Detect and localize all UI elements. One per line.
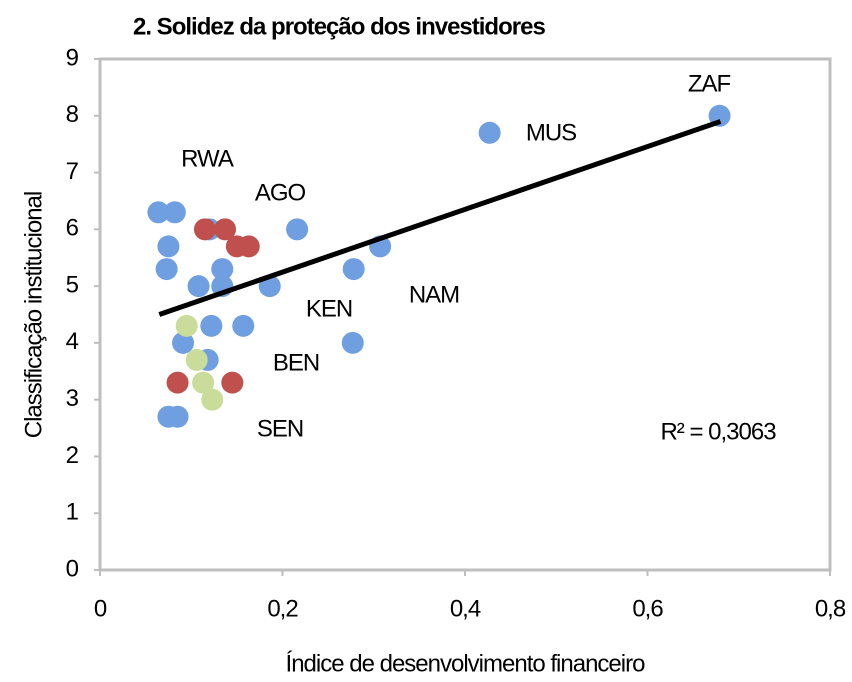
annotation: MUS: [526, 119, 576, 146]
y-tick-label: 3: [66, 385, 79, 412]
chart-title: 2. Solidez da proteção dos investidores: [133, 13, 545, 40]
point: [166, 371, 189, 394]
x-tick-label: 0,2: [267, 595, 298, 622]
y-tick-label: 2: [66, 442, 79, 469]
y-tick-label: 7: [66, 158, 79, 185]
point: [286, 218, 309, 241]
point: [185, 348, 208, 371]
point: [237, 235, 260, 258]
point: [221, 371, 244, 394]
point: [175, 314, 198, 337]
x-tick-label: 0,6: [632, 595, 663, 622]
x-axis-label: Índice de desenvolvimento financeiro: [286, 650, 646, 677]
point: [163, 201, 186, 224]
y-tick-label: 6: [66, 215, 79, 242]
annotation: KEN: [306, 295, 352, 322]
point: [342, 258, 365, 281]
point: [200, 314, 223, 337]
point: [166, 405, 189, 428]
annotation: AGO: [255, 179, 306, 206]
annotation: NAM: [409, 281, 459, 308]
y-tick-label: 9: [66, 44, 79, 71]
point: [201, 388, 224, 411]
y-tick-label: 1: [66, 499, 79, 526]
plot-frame: [98, 57, 832, 572]
point: [232, 314, 255, 337]
x-tick-label: 0: [94, 595, 107, 622]
point: [211, 258, 234, 281]
y-tick-label: 4: [66, 328, 79, 355]
annotation: R² = 0,3063: [660, 418, 776, 445]
y-axis-label: Classificação institucional: [20, 192, 47, 438]
point: [214, 218, 237, 241]
point: [193, 218, 216, 241]
point: [187, 275, 210, 298]
point: [155, 258, 178, 281]
annotation: ZAF: [688, 70, 731, 97]
point: [478, 121, 501, 144]
annotation: SEN: [257, 415, 303, 442]
trendline: [158, 119, 722, 317]
y-tick-label: 8: [66, 101, 79, 128]
point: [157, 235, 180, 258]
annotation: BEN: [273, 349, 319, 376]
x-tick-label: 0,4: [450, 595, 481, 622]
point: [172, 331, 195, 354]
point: [192, 371, 215, 394]
y-tick-label: 0: [66, 555, 79, 582]
y-tick-label: 5: [66, 271, 79, 298]
point: [147, 201, 170, 224]
point: [341, 331, 364, 354]
x-tick-label: 0,8: [815, 595, 846, 622]
annotation: RWA: [181, 145, 234, 172]
